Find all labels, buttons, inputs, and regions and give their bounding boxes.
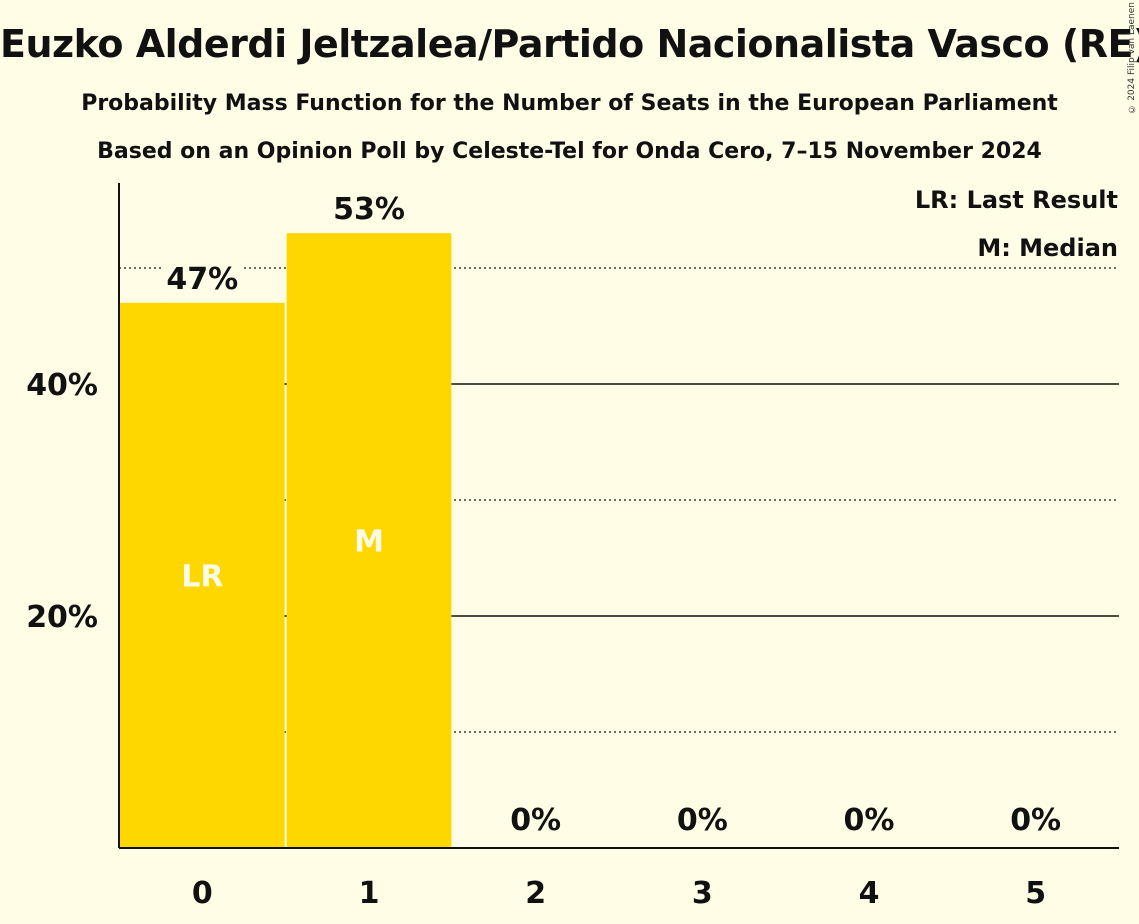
legend-last-result: LR: Last Result [915, 186, 1118, 214]
chart-subtitle: Probability Mass Function for the Number… [81, 91, 1058, 116]
y-tick-label: 40% [26, 368, 98, 403]
legend-median: M: Median [977, 234, 1118, 262]
axes [118, 183, 1119, 849]
chart-title: Euzko Alderdi Jeltzalea/Partido Nacional… [0, 22, 1139, 66]
x-tick-label: 0 [192, 876, 213, 911]
bar [120, 302, 285, 848]
bar-marker-label: LR [181, 559, 223, 594]
x-tick-label: 1 [359, 876, 380, 911]
bar-value-label: 47% [166, 262, 238, 297]
bar [286, 233, 452, 848]
x-tick-label: 5 [1025, 876, 1046, 911]
bars [120, 195, 452, 848]
bar-value-label: 0% [677, 803, 728, 838]
chart-source: Based on an Opinion Poll by Celeste-Tel … [97, 139, 1042, 164]
bar-value-label: 53% [333, 192, 405, 227]
bar-value-label: 0% [510, 803, 561, 838]
bar-marker-label: M [354, 525, 384, 560]
x-tick-label: 2 [525, 876, 546, 911]
bar-label-backdrop [162, 264, 243, 299]
bar-label-backdrop [329, 195, 409, 230]
y-tick-label: 20% [26, 600, 98, 635]
gridlines [119, 267, 1119, 733]
x-tick-label: 3 [692, 876, 713, 911]
bar-value-label: 0% [844, 803, 895, 838]
x-tick-label: 4 [859, 876, 880, 911]
bar-value-label: 0% [1010, 803, 1061, 838]
